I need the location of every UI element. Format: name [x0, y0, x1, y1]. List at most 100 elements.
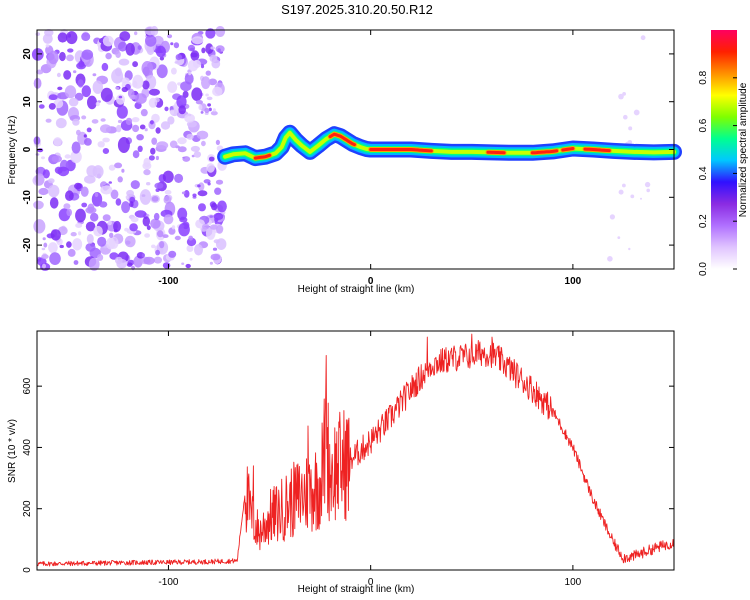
snr-y-tick-label: 400	[22, 439, 33, 456]
noise-speckle	[139, 124, 146, 130]
noise-speckle	[102, 35, 114, 47]
noise-speckle	[50, 229, 61, 241]
noise-speckle	[163, 214, 174, 225]
noise-speckle	[33, 77, 42, 89]
noise-speckle	[211, 59, 221, 69]
noise-speckle	[193, 151, 202, 158]
noise-speckle	[105, 52, 112, 60]
noise-speckle	[208, 107, 212, 112]
noise-speckle	[57, 166, 70, 177]
noise-speckle	[137, 45, 142, 50]
noise-speckle	[178, 105, 186, 115]
noise-speckle	[53, 137, 62, 147]
noise-speckle	[71, 141, 81, 154]
noise-speckle	[113, 220, 122, 232]
noise-speckle	[141, 253, 145, 258]
noise-speckle	[81, 32, 91, 41]
noise-speckle	[67, 48, 74, 53]
noise-speckle	[196, 130, 209, 140]
noise-speckle	[90, 212, 99, 222]
colorbar-tick-label: 0.8	[698, 70, 709, 84]
noise-speckle	[45, 44, 50, 48]
noise-speckle	[143, 157, 151, 168]
noise-speckle	[153, 256, 162, 264]
noise-speckle	[116, 124, 122, 133]
noise-speckle	[190, 145, 200, 152]
snr-y-tick-label: 600	[22, 377, 33, 394]
noise-speckle	[63, 70, 72, 80]
snr-axes: -100 0 100 0 200 400 600	[22, 331, 674, 588]
colorbar-label: Normalized spectral amplitude	[738, 82, 749, 217]
snr-y-tick-label: 0	[22, 567, 33, 573]
noise-speckle	[630, 194, 635, 199]
noise-speckle	[164, 189, 172, 195]
noise-speckle	[33, 200, 44, 210]
noise-speckle	[68, 97, 79, 107]
noise-speckle	[212, 247, 218, 251]
noise-speckle	[81, 85, 92, 98]
noise-speckle	[198, 182, 205, 191]
colorbar-tick-label: 0.0	[698, 262, 709, 276]
noise-speckle	[100, 87, 113, 102]
noise-speckle	[175, 54, 182, 61]
spectrogram-x-tick-label: -100	[158, 276, 178, 287]
noise-speckle	[38, 187, 49, 196]
noise-speckle	[215, 26, 226, 37]
noise-speckle	[59, 244, 64, 249]
noise-speckle	[72, 238, 83, 251]
noise-speckle	[119, 31, 131, 42]
noise-speckle	[126, 262, 133, 267]
noise-speckle	[41, 156, 45, 160]
noise-speckle	[164, 106, 169, 112]
noise-speckle	[159, 56, 165, 61]
noise-speckle	[102, 214, 111, 222]
noise-speckle	[100, 118, 106, 122]
noise-speckle	[200, 111, 204, 114]
noise-speckle	[121, 86, 128, 93]
noise-speckle	[207, 103, 212, 107]
noise-speckle	[191, 36, 204, 45]
spectrogram-y-tick-label: -20	[22, 237, 33, 252]
noise-speckle	[201, 140, 206, 147]
noise-speckle	[125, 195, 129, 199]
noise-speckle	[628, 247, 631, 251]
noise-speckle	[174, 173, 184, 183]
noise-speckle	[146, 182, 151, 186]
colorbar-gradient	[711, 30, 737, 269]
snr-frame	[36, 330, 675, 571]
noise-speckle	[148, 88, 160, 96]
noise-speckle	[70, 232, 77, 237]
noise-speckle	[115, 50, 121, 59]
noise-speckle	[81, 115, 87, 120]
noise-speckle	[146, 225, 151, 231]
noise-speckle	[176, 95, 187, 109]
noise-speckle	[108, 164, 116, 171]
noise-speckle	[153, 212, 160, 221]
noise-speckle	[609, 214, 616, 220]
spectrogram-x-tick-label: 100	[565, 276, 582, 287]
noise-speckle	[617, 236, 621, 240]
noise-speckle	[204, 107, 210, 114]
noise-speckle	[93, 225, 103, 237]
noise-speckle	[195, 100, 203, 105]
noise-speckle	[121, 168, 125, 173]
noise-speckle	[215, 179, 224, 185]
noise-speckle	[209, 224, 218, 230]
noise-speckle	[118, 95, 123, 99]
noise-speckle	[70, 150, 82, 164]
noise-speckle	[100, 185, 113, 195]
noise-speckle	[208, 156, 215, 162]
noise-speckle	[156, 64, 168, 79]
noise-speckle	[618, 93, 624, 100]
noise-speckle	[49, 252, 61, 265]
noise-speckle	[92, 80, 104, 94]
noise-speckle	[134, 210, 147, 218]
noise-speckle	[132, 61, 139, 68]
noise-speckle	[57, 86, 63, 91]
noise-speckle	[217, 48, 221, 53]
noise-speckle	[189, 257, 193, 261]
snr-y-tick-label: 200	[22, 500, 33, 517]
noise-speckle	[125, 42, 135, 56]
